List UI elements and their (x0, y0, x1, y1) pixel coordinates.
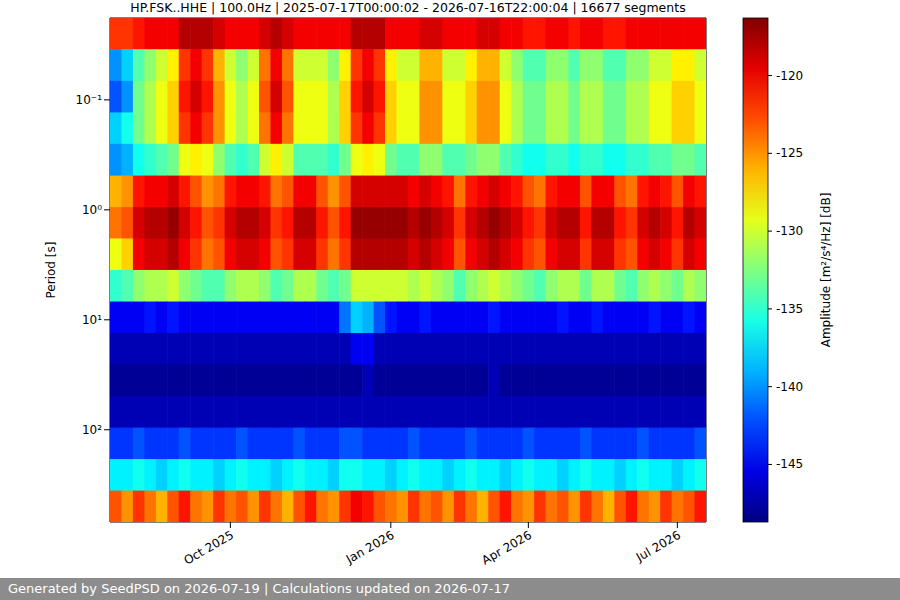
svg-text:Jul 2026: Jul 2026 (633, 528, 683, 565)
svg-text:10⁻¹: 10⁻¹ (76, 93, 103, 107)
svg-text:-140: -140 (776, 380, 803, 394)
svg-text:-130: -130 (776, 224, 803, 238)
html-text:Generated by SeedPSD on 2026-0: Generated by SeedPSD on 2026-07-19 | Cal… (8, 581, 510, 596)
svg-text:Jan 2026: Jan 2026 (343, 528, 397, 567)
svg-text:Amplitude [m²/s⁴/Hz] [dB]: Amplitude [m²/s⁴/Hz] [dB] (819, 193, 833, 348)
svg-text:-120: -120 (776, 69, 803, 83)
svg-text:10⁰: 10⁰ (82, 203, 102, 217)
svg-text:10²: 10² (82, 423, 102, 437)
svg-text:10¹: 10¹ (82, 313, 102, 327)
svg-text:-125: -125 (776, 146, 803, 160)
svg-text:Apr 2026: Apr 2026 (479, 528, 534, 568)
svg-text:-135: -135 (776, 302, 803, 316)
svg-text:Oct 2025: Oct 2025 (181, 528, 236, 568)
html-text:Period [s]: Period [s] (44, 241, 58, 299)
svg-text:-145: -145 (776, 457, 803, 471)
html-text:HP.FSK..HHE | 100.0Hz | 2025-0: HP.FSK..HHE | 100.0Hz | 2025-07-17T00:00… (130, 0, 686, 15)
